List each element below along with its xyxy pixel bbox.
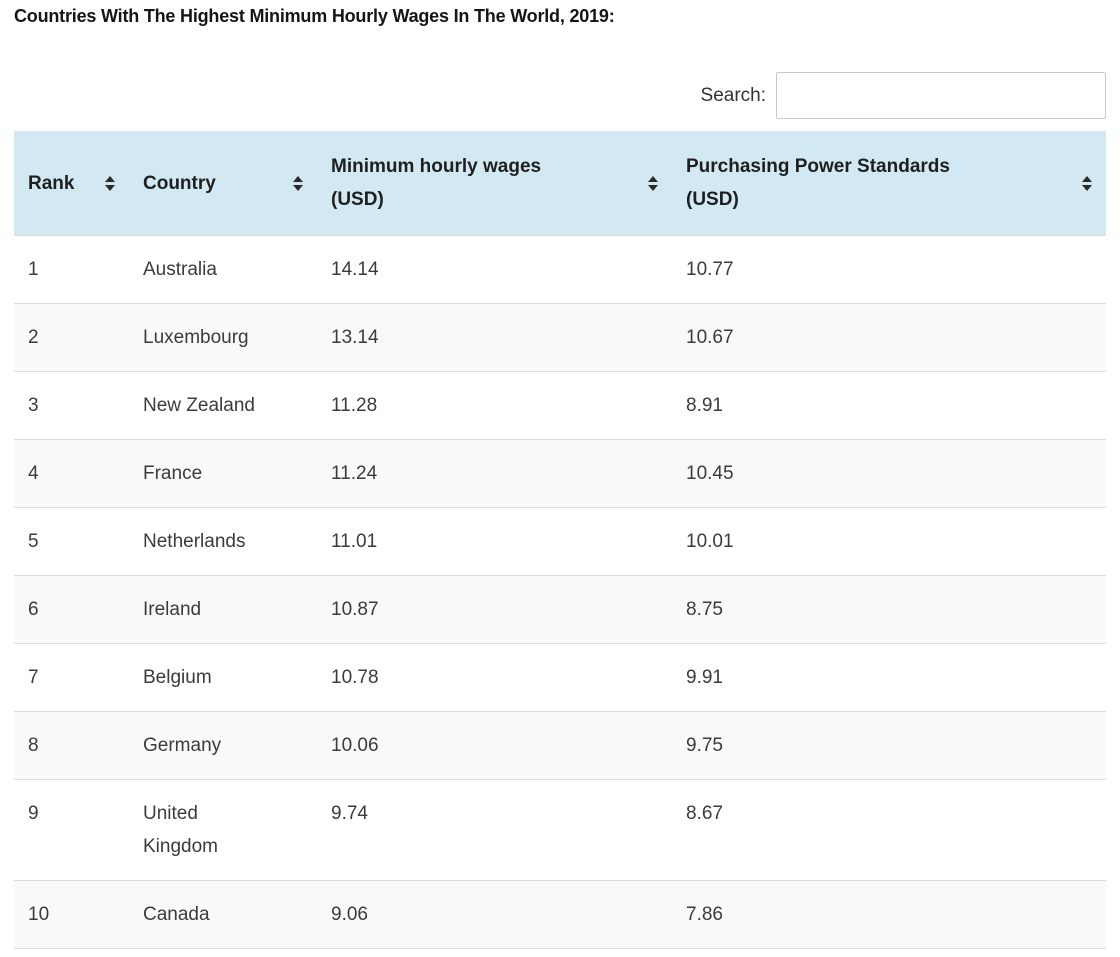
wage-cell: 10.87 (317, 575, 672, 644)
table-header: Rank Country Minimum hourly wages (USD) (14, 131, 1106, 236)
pps-cell: 7.86 (672, 880, 1106, 949)
pps-cell: 10.01 (672, 507, 1106, 576)
rank-cell: 6 (14, 575, 129, 644)
table-row: 10 Canada 9.06 7.86 (14, 880, 1106, 949)
table-row: 4 France 11.24 10.45 (14, 439, 1106, 508)
sort-both-icon[interactable] (105, 175, 115, 191)
wage-cell: 11.24 (317, 439, 672, 508)
country-cell: New Zealand (129, 371, 317, 440)
pps-cell: 9.75 (672, 711, 1106, 780)
rank-cell: 4 (14, 439, 129, 508)
column-header-min-wage[interactable]: Minimum hourly wages (USD) (317, 131, 672, 236)
country-cell: Netherlands (129, 507, 317, 576)
wage-cell: 13.14 (317, 303, 672, 372)
rank-cell: 10 (14, 880, 129, 949)
pps-cell: 10.67 (672, 303, 1106, 372)
wage-cell: 11.01 (317, 507, 672, 576)
table-row: 9 United Kingdom 9.74 8.67 (14, 779, 1106, 881)
pps-cell: 8.75 (672, 575, 1106, 644)
table-row: 2 Luxembourg 13.14 10.67 (14, 303, 1106, 372)
table-row: 5 Netherlands 11.01 10.01 (14, 507, 1106, 576)
wage-cell: 11.28 (317, 371, 672, 440)
wage-cell: 14.14 (317, 235, 672, 304)
country-cell: Belgium (129, 643, 317, 712)
wage-cell: 10.78 (317, 643, 672, 712)
pps-cell: 8.91 (672, 371, 1106, 440)
column-label-min-wage: Minimum hourly wages (USD) (331, 156, 542, 210)
pps-cell: 8.67 (672, 779, 1106, 881)
column-header-rank[interactable]: Rank (14, 131, 129, 236)
page-title: Countries With The Highest Minimum Hourl… (14, 6, 615, 26)
rank-cell: 1 (14, 235, 129, 304)
table-row: 7 Belgium 10.78 9.91 (14, 643, 1106, 712)
rank-cell: 7 (14, 643, 129, 712)
rank-cell: 5 (14, 507, 129, 576)
pps-cell: 10.77 (672, 235, 1106, 304)
rank-cell: 8 (14, 711, 129, 780)
column-label-pps: Purchasing Power Standards (USD) (686, 156, 950, 210)
country-cell: Germany (129, 711, 317, 780)
country-cell: United Kingdom (129, 779, 317, 881)
column-label-country: Country (143, 172, 216, 194)
pps-cell: 9.91 (672, 643, 1106, 712)
search-label: Search: (700, 84, 766, 106)
table-row: 8 Germany 10.06 9.75 (14, 711, 1106, 780)
pps-cell: 10.45 (672, 439, 1106, 508)
column-header-country[interactable]: Country (129, 131, 317, 236)
country-cell: Canada (129, 880, 317, 949)
wage-cell: 9.74 (317, 779, 672, 881)
country-cell: France (129, 439, 317, 508)
sort-both-icon[interactable] (1082, 175, 1092, 191)
country-cell: Ireland (129, 575, 317, 644)
country-cell: Australia (129, 235, 317, 304)
rank-cell: 3 (14, 371, 129, 440)
column-header-pps[interactable]: Purchasing Power Standards (USD) (672, 131, 1106, 236)
search-input[interactable] (776, 72, 1106, 119)
table-body: 1 Australia 14.14 10.77 2 Luxembourg 13.… (14, 235, 1106, 949)
search-bar: Search: (14, 72, 1106, 119)
rank-cell: 2 (14, 303, 129, 372)
wage-cell: 9.06 (317, 880, 672, 949)
wages-table: Rank Country Minimum hourly wages (USD) (14, 131, 1106, 949)
rank-cell: 9 (14, 779, 129, 881)
table-row: 3 New Zealand 11.28 8.91 (14, 371, 1106, 440)
column-label-rank: Rank (28, 172, 75, 194)
sort-both-icon[interactable] (648, 175, 658, 191)
country-cell: Luxembourg (129, 303, 317, 372)
table-row: 6 Ireland 10.87 8.75 (14, 575, 1106, 644)
table-row: 1 Australia 14.14 10.77 (14, 235, 1106, 304)
wage-cell: 10.06 (317, 711, 672, 780)
sort-both-icon[interactable] (293, 175, 303, 191)
header-row: Rank Country Minimum hourly wages (USD) (14, 131, 1106, 236)
